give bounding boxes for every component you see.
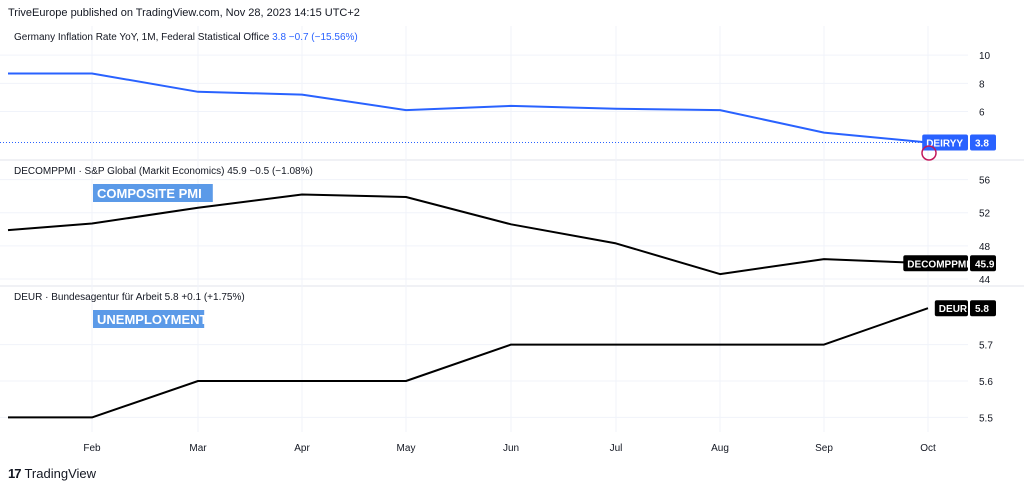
value-tag [970, 300, 996, 317]
data-point[interactable] [822, 343, 826, 347]
x-tick-label: Jun [503, 443, 519, 454]
data-point[interactable] [718, 108, 722, 112]
y-tick-label: 5.6 [979, 377, 993, 388]
pane-title: DEUR · Bundesagentur für Arbeit 5.8 +0.1… [14, 292, 245, 303]
value-tag [970, 255, 996, 272]
pane-title: Germany Inflation Rate YoY, 1M, Federal … [14, 32, 358, 43]
data-point[interactable] [614, 241, 618, 245]
value-tag-label: 3.8 [975, 139, 989, 150]
y-tick-label: 5.5 [979, 413, 993, 424]
data-point[interactable] [300, 93, 304, 97]
pane-title: DECOMPPMI · S&P Global (Markit Economics… [14, 166, 313, 177]
pane-1[interactable]: 6 8 10 Germany Inflation Rate YoY, 1M, Fede… [0, 32, 996, 151]
value-tag [970, 134, 996, 151]
last-values: 5.8 +0.1 (+1.75%) [165, 292, 245, 303]
data-point[interactable] [196, 90, 200, 94]
y-tick-label: 56 [979, 176, 991, 187]
data-point[interactable] [196, 206, 200, 210]
data-point[interactable] [300, 379, 304, 383]
data-point[interactable] [6, 71, 10, 75]
last-values: 3.8 −0.7 (−15.56%) [272, 32, 358, 43]
symbol-title: DEUR · Bundesagentur für Arbeit [14, 292, 165, 303]
y-tick-label: 6 [979, 108, 985, 119]
symbol-tag [903, 255, 968, 272]
symbol-tag [934, 300, 968, 317]
y-tick-label: 52 [979, 209, 991, 220]
x-tick-label: Mar [189, 443, 207, 454]
tradingview-logo-icon: 17 [8, 466, 22, 481]
pane-3[interactable]: 5.5 5.6 5.7 DEUR · Bundesagentur für Arbeit… [0, 292, 996, 424]
data-point[interactable] [6, 228, 10, 232]
y-tick-label: 48 [979, 242, 991, 253]
series-line[interactable] [7, 193, 929, 276]
last-values: 45.9 −0.5 (−1.08%) [227, 166, 313, 177]
data-point[interactable] [90, 71, 94, 75]
symbol-title: Germany Inflation Rate YoY, 1M, Federal … [14, 32, 272, 43]
data-point[interactable] [509, 343, 513, 347]
annotation-box[interactable] [93, 310, 205, 328]
y-tick-label: 10 [979, 51, 991, 62]
symbol-title: DECOMPPMI · S&P Global (Markit Economics… [14, 166, 227, 177]
tradingview-footer[interactable]: 17 TradingView [8, 466, 96, 481]
data-point[interactable] [614, 107, 618, 111]
data-point[interactable] [509, 104, 513, 108]
series-line[interactable] [8, 72, 929, 144]
symbol-tag [922, 134, 968, 151]
x-tick-label: Apr [294, 443, 310, 454]
data-point[interactable] [404, 379, 408, 383]
symbol-tag-label: DEIRYY [926, 139, 963, 150]
data-point[interactable] [90, 415, 94, 419]
data-point[interactable] [822, 131, 826, 135]
data-point[interactable] [90, 222, 94, 226]
symbol-tag-label: DEUR [939, 304, 968, 315]
data-point[interactable] [822, 257, 826, 261]
data-point[interactable] [196, 379, 200, 383]
value-tag-label: 5.8 [975, 304, 989, 315]
annotation-label: UNEMPLOYMENT [97, 312, 208, 327]
data-point[interactable] [614, 343, 618, 347]
y-tick-label: 8 [979, 79, 985, 90]
data-point[interactable] [926, 306, 930, 310]
data-point[interactable] [300, 192, 304, 196]
tradingview-brand: TradingView [24, 466, 97, 481]
annotation-label: COMPOSITE PMI [97, 186, 202, 201]
data-point[interactable] [404, 108, 408, 112]
data-point[interactable] [718, 343, 722, 347]
x-tick-label: Aug [711, 443, 729, 454]
symbol-tag-label: DECOMPPMI [907, 259, 969, 270]
publisher-line: TriveEurope published on TradingView.com… [8, 7, 360, 19]
series-line[interactable] [8, 307, 929, 419]
x-tick-label: Oct [920, 443, 936, 454]
data-point[interactable] [509, 222, 513, 226]
x-tick-label: Feb [83, 443, 101, 454]
x-tick-label: Jul [610, 443, 623, 454]
data-point[interactable] [718, 272, 722, 276]
y-tick-label: 44 [979, 275, 991, 286]
x-tick-label: Sep [815, 443, 833, 454]
annotation-box[interactable] [93, 184, 213, 202]
event-marker-icon[interactable] [921, 145, 937, 161]
pane-2[interactable]: 44 48 52 56 DECOMPPMI · S&P Global (Markit E… [0, 166, 996, 286]
data-point[interactable] [6, 415, 10, 419]
x-tick-label: May [397, 443, 416, 454]
data-point[interactable] [404, 195, 408, 199]
y-tick-label: 5.7 [979, 341, 993, 352]
value-tag-label: 45.9 [975, 259, 995, 270]
